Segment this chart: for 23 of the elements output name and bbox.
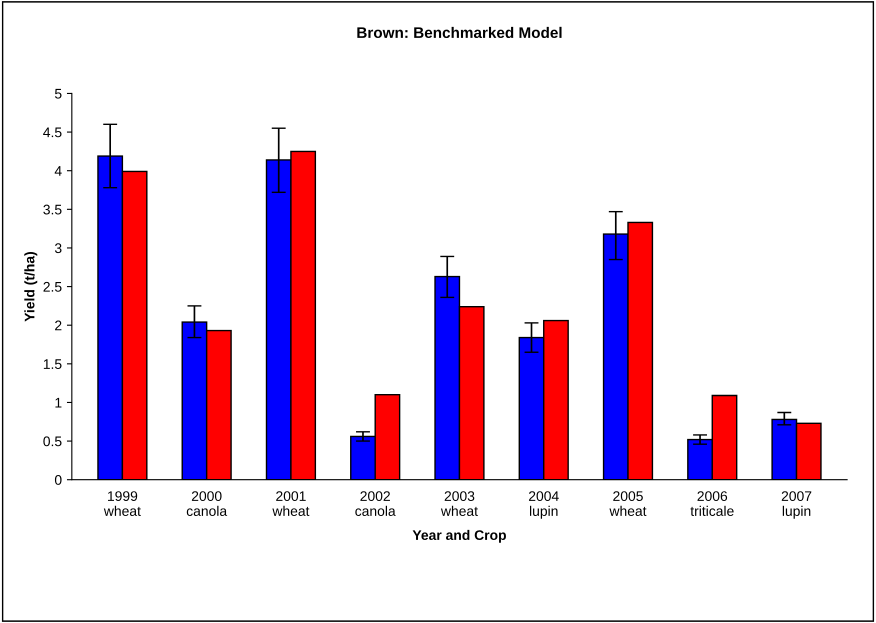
y-axis-title: Yield (t/ha) — [24, 252, 38, 322]
x-tick-label: 2003 wheat — [440, 491, 478, 516]
x-tick-label: 2000 canola — [186, 491, 228, 516]
y-tick-label: 3.5 — [43, 204, 62, 214]
y-tick-label: 4.5 — [43, 128, 62, 138]
x-tick-label: 2004 lupin — [528, 491, 559, 519]
x-tick-label: 2005 wheat — [609, 491, 646, 516]
x-axis-title: Year and Crop — [412, 530, 506, 543]
y-tick-label: 2 — [55, 320, 62, 330]
x-tick-label: 1999 wheat — [104, 491, 141, 516]
y-tick-label: 4 — [54, 166, 62, 176]
y-tick-label: 3 — [54, 243, 62, 254]
y-tick-label: 5 — [54, 88, 62, 99]
x-tick-label: 2007 lupin — [782, 491, 812, 519]
x-tick-label: 2001 wheat — [272, 491, 310, 516]
chart-title: Brown: Benchmarked Model — [357, 26, 562, 38]
y-tick-label: 2.5 — [44, 282, 62, 292]
y-tick-label: 1.5 — [44, 359, 62, 369]
y-tick-label: 0.5 — [43, 436, 62, 446]
x-tick-label: 2002 canola — [355, 491, 396, 516]
x-tick-label: 2006 triticale — [690, 491, 734, 516]
y-tick-label: 1 — [55, 398, 62, 408]
y-tick-label: 0 — [54, 475, 62, 485]
